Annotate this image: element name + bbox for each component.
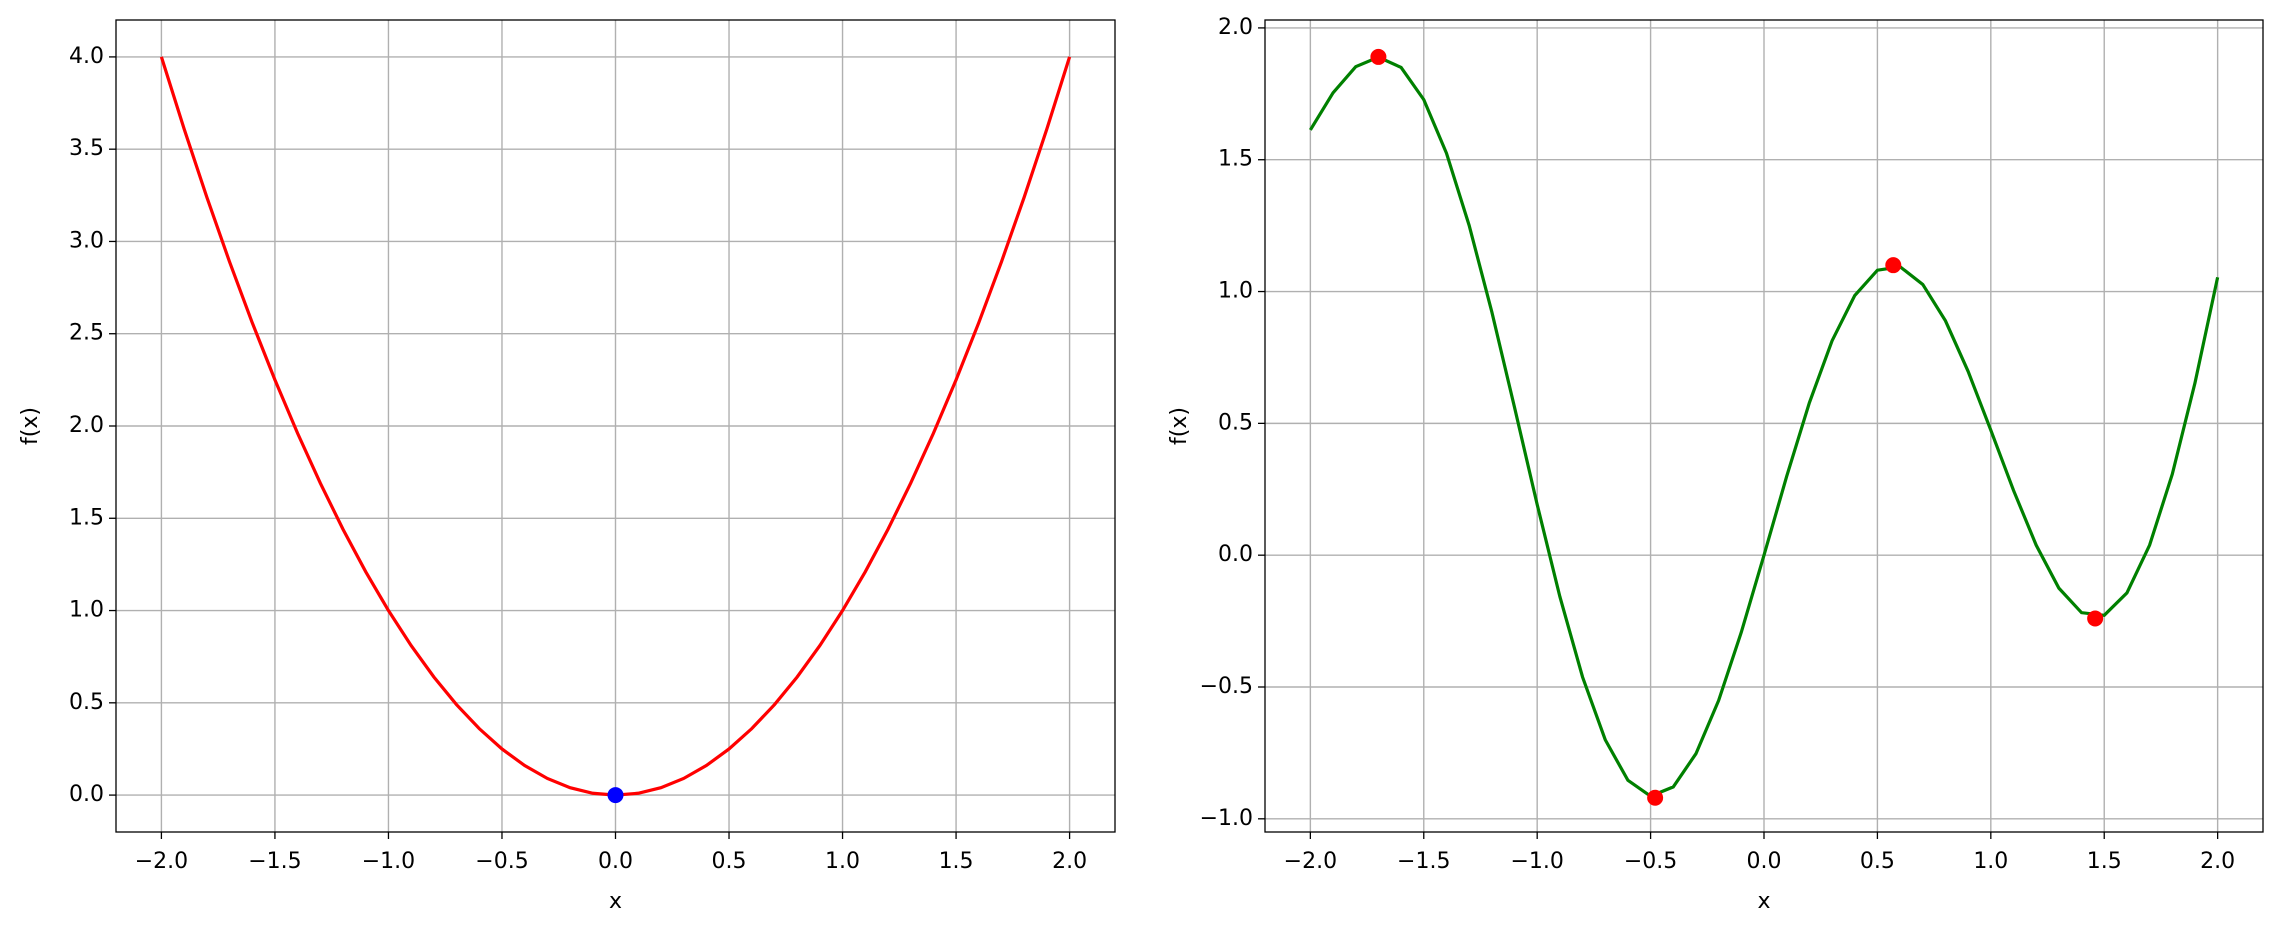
y-tick-label: 1.0 xyxy=(1218,279,1253,304)
y-tick-label: 3.0 xyxy=(69,228,104,253)
plot-frame xyxy=(115,19,1116,833)
y-tick-label: 0.0 xyxy=(1218,542,1253,567)
subplot: −2.0 −1.5 −1.0 −0.5 0.0 0.5 1.0 1.5 2.0 −1.0 −0.5 0… xyxy=(1167,15,2264,914)
x-tick-label: −1.0 xyxy=(362,849,415,874)
x-tick-label: 1.5 xyxy=(2087,849,2122,874)
y-tick-label: 0.5 xyxy=(1218,410,1253,435)
y-tick-label: 0.0 xyxy=(69,782,104,807)
y-tick-label: 2.5 xyxy=(69,321,104,346)
data-point xyxy=(1647,789,1664,806)
data-point xyxy=(1370,48,1387,65)
y-tick-label: −0.5 xyxy=(1200,674,1253,699)
data-point xyxy=(607,787,624,804)
x-tick-label: 2.0 xyxy=(1052,849,1087,874)
x-tick-label: −1.0 xyxy=(1510,849,1563,874)
x-tick-label: −2.0 xyxy=(1284,849,1337,874)
y-tick-label: 3.5 xyxy=(69,136,104,161)
y-tick-label: 0.5 xyxy=(69,690,104,715)
y-axis-label: f(x) xyxy=(18,407,43,445)
y-tick-label: 1.5 xyxy=(1218,147,1253,172)
x-axis-label: x xyxy=(609,889,622,914)
y-tick-label: 1.5 xyxy=(69,505,104,530)
x-tick-label: 0.5 xyxy=(1860,849,1895,874)
x-tick-label: −2.0 xyxy=(135,849,188,874)
x-axis-label: x xyxy=(1757,889,1770,914)
y-axis-label: f(x) xyxy=(1167,407,1192,445)
y-tick-label: 1.0 xyxy=(69,598,104,623)
x-tick-label: −1.5 xyxy=(248,849,301,874)
x-tick-label: 0.5 xyxy=(712,849,747,874)
data-point xyxy=(2087,610,2104,627)
x-tick-label: −1.5 xyxy=(1397,849,1450,874)
x-tick-label: −0.5 xyxy=(1624,849,1677,874)
plot-frame xyxy=(1264,19,2264,833)
data-line xyxy=(1308,55,2220,798)
x-tick-label: 0.0 xyxy=(598,849,633,874)
y-tick-label: −1.0 xyxy=(1200,806,1253,831)
y-tick-label: 4.0 xyxy=(69,44,104,69)
y-tick-label: 2.0 xyxy=(1218,15,1253,40)
x-tick-label: −0.5 xyxy=(475,849,528,874)
x-tick-label: 0.0 xyxy=(1747,849,1782,874)
subplot: −2.0 −1.5 −1.0 −0.5 0.0 0.5 1.0 1.5 2.0 0.0 0.5 1.0… xyxy=(18,19,1116,914)
data-point xyxy=(1885,257,1902,274)
y-tick-label: 2.0 xyxy=(69,413,104,438)
x-tick-label: 1.0 xyxy=(825,849,860,874)
x-tick-label: 1.5 xyxy=(939,849,974,874)
x-tick-label: 2.0 xyxy=(2200,849,2235,874)
x-tick-label: 1.0 xyxy=(1973,849,2008,874)
